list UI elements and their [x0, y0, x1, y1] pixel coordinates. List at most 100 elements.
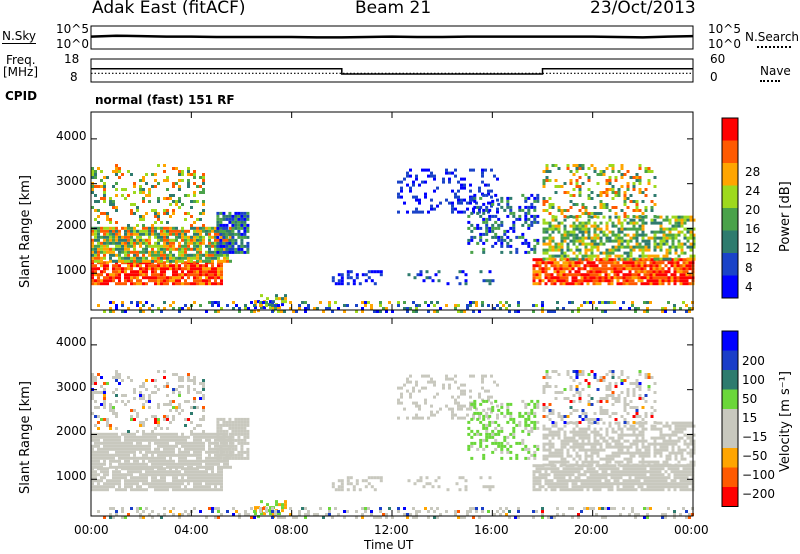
power-cell: [124, 270, 127, 274]
power-cell: [250, 301, 253, 304]
velocity-cell: [163, 415, 166, 418]
power-cell: [340, 273, 344, 277]
power-cell: [577, 270, 581, 274]
velocity-cell: [157, 424, 160, 427]
power-cell: [154, 276, 157, 280]
power-cell: [257, 309, 260, 313]
velocity-cell: [133, 388, 136, 391]
velocity-cell: [217, 473, 220, 477]
power-cell: [661, 276, 665, 280]
power-cell: [214, 282, 217, 286]
velocity-cell: [124, 441, 127, 445]
power-cell: [136, 209, 139, 212]
power-cell: [619, 267, 623, 271]
power-cell: [560, 248, 564, 252]
velocity-cell: [400, 401, 403, 405]
power-cell: [234, 232, 238, 236]
power-cell: [488, 270, 492, 274]
power-cell: [106, 282, 109, 286]
velocity-cell: [275, 500, 278, 504]
power-cell: [590, 257, 594, 261]
power-cell: [112, 238, 115, 242]
velocity-cell: [187, 476, 190, 480]
power-cell: [370, 279, 374, 283]
velocity-cell: [560, 448, 564, 452]
velocity-cell: [553, 485, 557, 489]
velocity-cell: [506, 411, 510, 415]
velocity-cell: [482, 438, 486, 442]
power-cell: [205, 273, 208, 277]
power-cell: [205, 259, 208, 263]
power-cell: [614, 176, 618, 179]
power-cell: [680, 230, 684, 234]
velocity-cell: [214, 435, 217, 439]
power-cell: [237, 247, 241, 251]
power-cell: [674, 248, 678, 252]
velocity-cell: [187, 388, 190, 391]
power-cell: [400, 180, 403, 184]
velocity-cell: [532, 479, 536, 483]
power-cell: [611, 224, 615, 228]
velocity-cell: [652, 482, 656, 486]
power-cell: [535, 276, 539, 280]
velocity-cell: [226, 459, 229, 463]
power-cell: [94, 173, 97, 176]
power-cell: [199, 250, 202, 254]
power-cell: [133, 244, 136, 248]
power-cell: [506, 235, 510, 239]
power-cell: [497, 202, 501, 206]
velocity-cell: [214, 488, 217, 492]
velocity-cell: [613, 467, 617, 471]
power-cell: [157, 276, 160, 280]
velocity-cell: [521, 441, 525, 445]
velocity-cell: [622, 479, 626, 483]
velocity-cell: [497, 423, 501, 427]
power-cell: [611, 245, 615, 249]
power-cell: [118, 264, 121, 268]
power-cell: [136, 229, 139, 233]
power-cell: [644, 254, 648, 258]
power-cell: [551, 224, 555, 228]
power-cell: [175, 182, 178, 185]
power-cell: [560, 242, 564, 246]
velocity-cell: [133, 435, 136, 439]
velocity-cell: [91, 394, 94, 397]
velocity-cell: [587, 448, 591, 452]
velocity-cell: [142, 394, 145, 397]
power-cell: [482, 217, 486, 221]
power-cell: [665, 218, 669, 222]
power-cell: [289, 307, 292, 310]
power-cell: [367, 301, 370, 304]
velocity-cell: [103, 453, 106, 457]
velocity-cell: [160, 488, 163, 492]
velocity-cell: [133, 456, 136, 460]
power-cell: [231, 244, 235, 248]
power-cell: [509, 244, 513, 248]
power-cell: [208, 276, 211, 280]
power-cell: [127, 170, 130, 173]
power-cell: [166, 209, 169, 212]
power-cell: [626, 245, 630, 249]
power-cell: [509, 205, 513, 209]
velocity-cell: [187, 470, 190, 474]
velocity-cell: [133, 418, 136, 421]
velocity-panel: [90, 317, 696, 519]
power-cell: [148, 226, 151, 230]
velocity-cell: [587, 442, 591, 446]
power-cell: [163, 282, 166, 286]
power-cell: [577, 273, 581, 277]
velocity-cell: [548, 448, 552, 452]
velocity-cell: [208, 473, 211, 477]
velocity-cell: [553, 488, 557, 492]
velocity-cell: [196, 485, 199, 489]
velocity-cell: [515, 453, 519, 457]
power-cell: [491, 279, 495, 283]
power-cell: [103, 270, 106, 274]
power-cell: [225, 217, 229, 221]
power-cell: [139, 273, 142, 277]
power-cell: [530, 193, 534, 197]
velocity-cell: [112, 391, 115, 394]
power-cell: [559, 279, 563, 283]
power-cell: [581, 167, 585, 170]
velocity-cell: [199, 485, 202, 489]
